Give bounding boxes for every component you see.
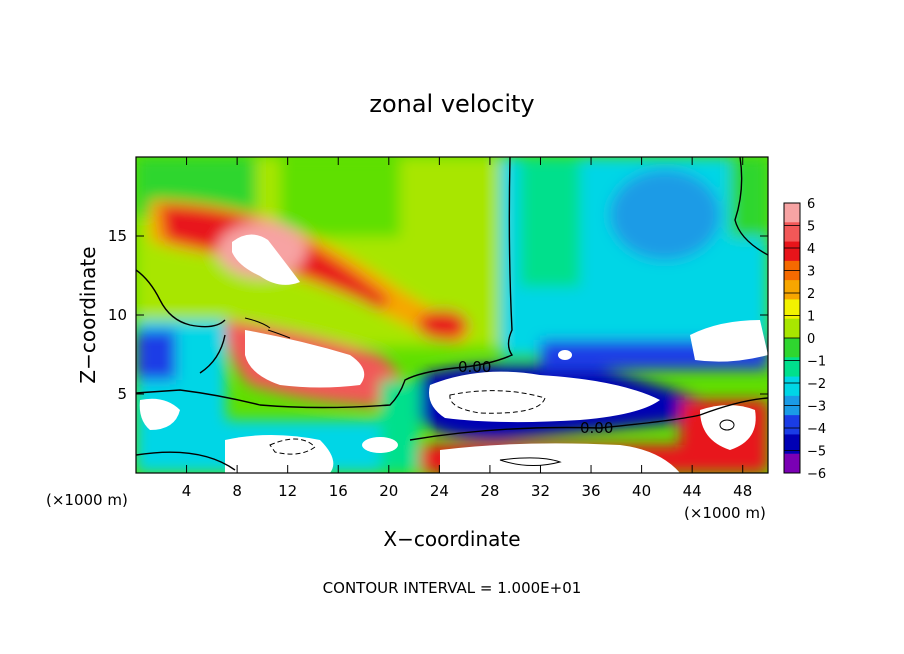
x-tick-label: 4 [182,482,192,500]
colorbar-label: 1 [807,310,815,325]
colorbar-label: 3 [807,265,815,280]
x-unit-label-right: (×1000 m) [684,504,766,522]
contour-label-lower: 0.00 [580,419,613,437]
colorbar-label: −3 [807,400,826,415]
colorbar-label: 2 [807,287,815,302]
colorbar-swatch [784,222,800,243]
contour-lines [136,157,768,471]
colorbar-label: 5 [807,220,815,235]
dashed-contours [269,390,546,455]
y-tick-label: 5 [117,385,127,403]
saturated-patches [139,234,768,473]
x-axis-label: X−coordinate [383,527,520,551]
x-tick-label: 32 [531,482,550,500]
x-tick-label: 44 [683,482,702,500]
colorbar-label: −6 [807,467,826,482]
colorbar-swatch [784,415,800,435]
colorbar-swatch [784,453,800,474]
heatmap-field [136,157,768,473]
x-unit-label-left: (×1000 m) [46,491,128,509]
colorbar-swatch [784,280,800,300]
colorbar-swatch [784,376,800,397]
colorbar-label: −5 [807,445,826,460]
solid-minor-contours [244,317,735,466]
colorbar-swatch [784,203,800,223]
x-tick-label: 12 [278,482,297,500]
colorbar-label: −2 [807,377,826,392]
contour-interval-note: CONTOUR INTERVAL = 1.000E+01 [323,579,582,597]
colorbar-label: 6 [807,197,815,212]
colorbar-label: 0 [807,332,815,347]
y-axis-label: Z−coordinate [76,246,100,383]
colorbar-swatch [784,241,800,262]
chart-title: zonal velocity [369,90,534,118]
x-tick-label: 20 [379,482,398,500]
colorbar-swatch [784,318,800,339]
x-tick-label: 16 [329,482,348,500]
x-axis: 4 8 12 16 20 24 28 32 36 40 44 48 [182,157,752,500]
y-axis: 5 10 15 [108,227,768,403]
colorbar-label: 4 [807,242,815,257]
x-tick-label: 48 [733,482,752,500]
colorbar-label: −4 [807,422,826,437]
colorbar-swatch [784,338,800,358]
colorbar: 6 5 4 3 2 1 0 −1 −2 −3 −4 −5 −6 [783,197,826,482]
colorbar-label: −1 [807,355,826,370]
colorbar-swatch [784,357,800,378]
y-tick-label: 10 [108,306,127,324]
x-tick-label: 40 [632,482,651,500]
y-tick-label: 15 [108,227,127,245]
x-tick-label: 8 [232,482,242,500]
contour-label-upper: 0.00 [458,358,491,376]
x-tick-label: 24 [430,482,449,500]
x-tick-label: 36 [581,482,600,500]
x-tick-label: 28 [480,482,499,500]
colorbar-swatch [784,299,800,320]
colorbar-swatch [784,434,800,455]
